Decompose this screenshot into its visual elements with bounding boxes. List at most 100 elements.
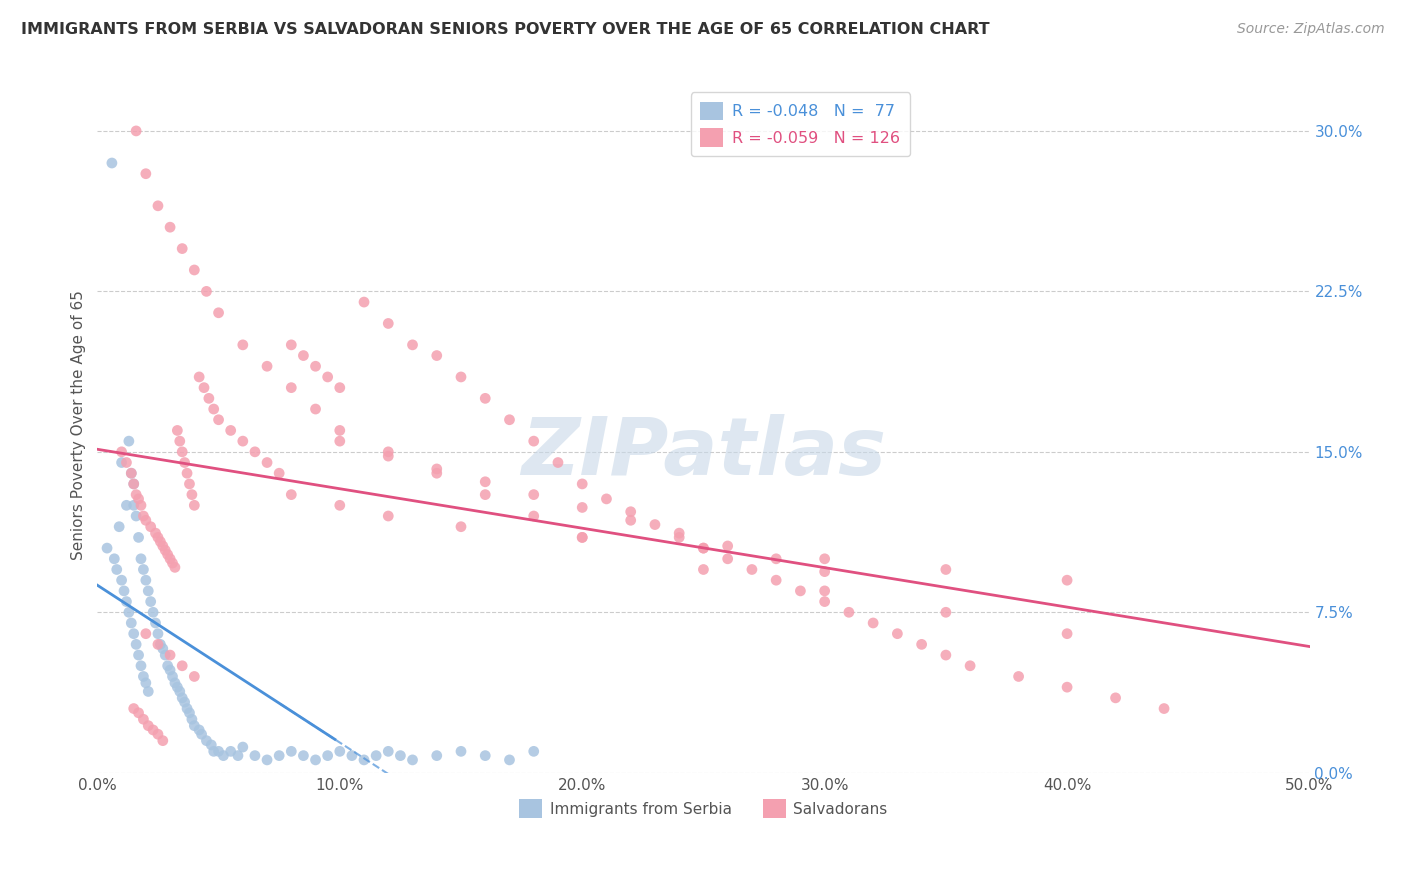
Point (595, 491, 617, 506)
Point (183, 498, 205, 512)
Point (959, 658, 981, 673)
Point (226, 748, 249, 763)
Text: Source: ZipAtlas.com: Source: ZipAtlas.com (1237, 22, 1385, 37)
Point (377, 508, 399, 523)
Point (115, 498, 138, 512)
Point (183, 669, 205, 683)
Point (146, 626, 169, 640)
Point (149, 534, 172, 549)
Point (103, 551, 125, 566)
Point (118, 434, 141, 449)
Point (1007, 669, 1029, 683)
Point (110, 573, 132, 587)
Point (159, 551, 181, 566)
Point (316, 748, 339, 763)
Point (120, 467, 142, 481)
Point (717, 551, 740, 566)
Point (179, 706, 201, 720)
Point (814, 594, 837, 608)
Point (498, 753, 520, 767)
Point (232, 338, 254, 352)
Point (190, 727, 212, 741)
Point (125, 124, 148, 138)
Point (146, 530, 169, 544)
Point (132, 508, 155, 523)
Point (256, 359, 278, 374)
Point (474, 392, 496, 406)
Point (162, 556, 184, 570)
Point (156, 658, 179, 673)
Point (426, 462, 449, 476)
Point (152, 539, 174, 553)
Point (135, 626, 157, 640)
Point (118, 605, 141, 619)
Point (765, 551, 787, 566)
Point (450, 744, 472, 758)
Point (188, 723, 211, 737)
Point (401, 753, 423, 767)
Point (122, 498, 145, 512)
Point (125, 508, 148, 523)
Point (426, 349, 449, 363)
Point (571, 477, 593, 491)
Point (139, 594, 162, 608)
Point (176, 467, 198, 481)
Point (136, 719, 159, 733)
Point (159, 648, 181, 662)
Point (110, 456, 132, 470)
Point (474, 488, 496, 502)
Point (149, 637, 172, 651)
Point (173, 456, 195, 470)
Point (195, 733, 218, 747)
Text: IMMIGRANTS FROM SERBIA VS SALVADORAN SENIORS POVERTY OVER THE AGE OF 65 CORRELAT: IMMIGRANTS FROM SERBIA VS SALVADORAN SEN… (21, 22, 990, 37)
Y-axis label: Seniors Poverty Over the Age of 65: Seniors Poverty Over the Age of 65 (72, 290, 86, 560)
Point (644, 517, 666, 532)
Point (1104, 690, 1126, 705)
Point (207, 744, 229, 758)
Point (401, 338, 423, 352)
Point (135, 676, 157, 690)
Point (329, 744, 352, 758)
Point (280, 488, 302, 502)
Point (304, 402, 326, 417)
Point (96, 541, 118, 555)
Point (450, 519, 472, 533)
Point (110, 445, 132, 459)
Point (814, 551, 837, 566)
Point (128, 491, 150, 506)
Point (620, 513, 643, 527)
Point (789, 583, 811, 598)
Point (188, 370, 211, 384)
Point (128, 530, 150, 544)
Point (180, 488, 202, 502)
Point (146, 637, 169, 651)
Point (814, 583, 837, 598)
Point (135, 513, 157, 527)
Point (169, 684, 191, 698)
Point (741, 562, 763, 576)
Point (135, 573, 157, 587)
Point (862, 615, 884, 630)
Point (132, 562, 155, 576)
Point (198, 392, 221, 406)
Point (122, 477, 145, 491)
Point (180, 712, 202, 726)
Point (243, 748, 266, 763)
Point (172, 690, 194, 705)
Point (389, 748, 412, 763)
Point (129, 658, 152, 673)
Point (152, 641, 174, 656)
Point (304, 359, 326, 374)
Point (232, 740, 254, 755)
Point (717, 539, 740, 553)
Point (292, 748, 315, 763)
Point (935, 562, 957, 576)
Point (426, 467, 449, 481)
Point (105, 562, 128, 576)
Point (935, 648, 957, 662)
Point (155, 648, 177, 662)
Point (129, 551, 152, 566)
Point (1056, 573, 1078, 587)
Point (136, 684, 159, 698)
Point (353, 753, 375, 767)
